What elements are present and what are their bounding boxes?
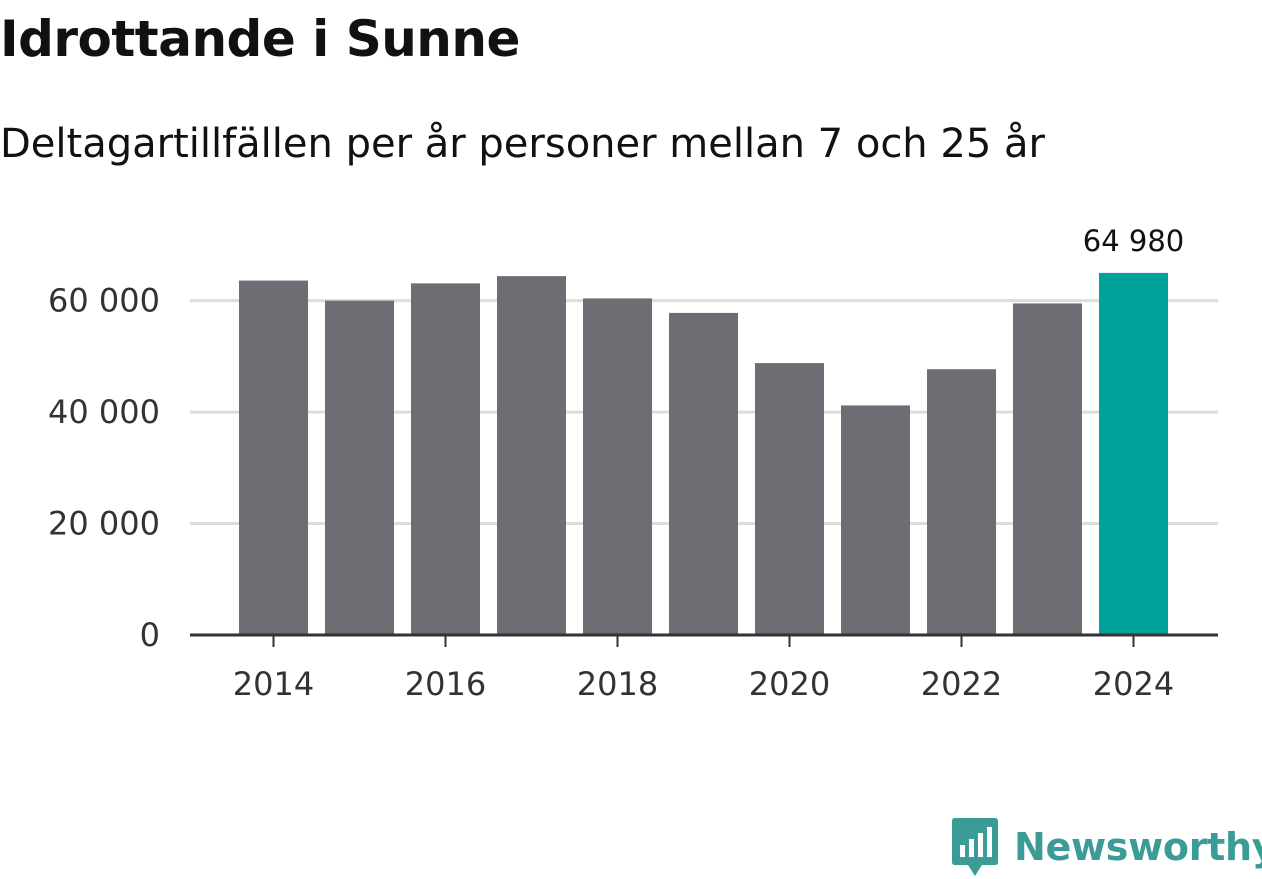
x-tick-label: 2016 [405,665,486,703]
x-tick-label: 2020 [749,665,830,703]
y-tick-label: 60 000 [48,282,160,320]
bars [239,272,1168,635]
bar-2014 [239,280,308,635]
data-label-highlight: 64 980 [1083,224,1184,258]
newsworthy-logo-icon [952,818,998,876]
bar-2024 [1099,272,1168,635]
chart-subtitle: Deltagartillfällen per år personer mella… [0,121,1045,167]
bar-2020 [755,363,824,635]
bar-2017 [497,276,566,635]
x-tick-label: 2014 [233,665,314,703]
y-tick-label: 20 000 [48,505,160,543]
bar-2016 [411,283,480,635]
x-tick-label: 2024 [1093,665,1174,703]
bar-2022 [927,369,996,635]
chart-title: Idrottande i Sunne [0,10,520,68]
bar-2018 [583,298,652,635]
y-tick-label: 40 000 [48,393,160,431]
x-axis [190,633,1218,647]
x-tick-label: 2022 [921,665,1002,703]
bar-2023 [1013,303,1082,635]
bar-2019 [669,312,738,635]
bar-2015 [325,300,394,635]
y-tick-label: 0 [140,616,160,654]
bar-2021 [841,405,910,635]
brand-name: Newsworthy [1014,825,1262,869]
newsworthy-logo: Newsworthy [950,816,1262,878]
x-tick-label: 2018 [577,665,658,703]
labels: 0 20 000 40 000 60 000 64 980 2014 2016 2018 202… [48,224,1184,703]
